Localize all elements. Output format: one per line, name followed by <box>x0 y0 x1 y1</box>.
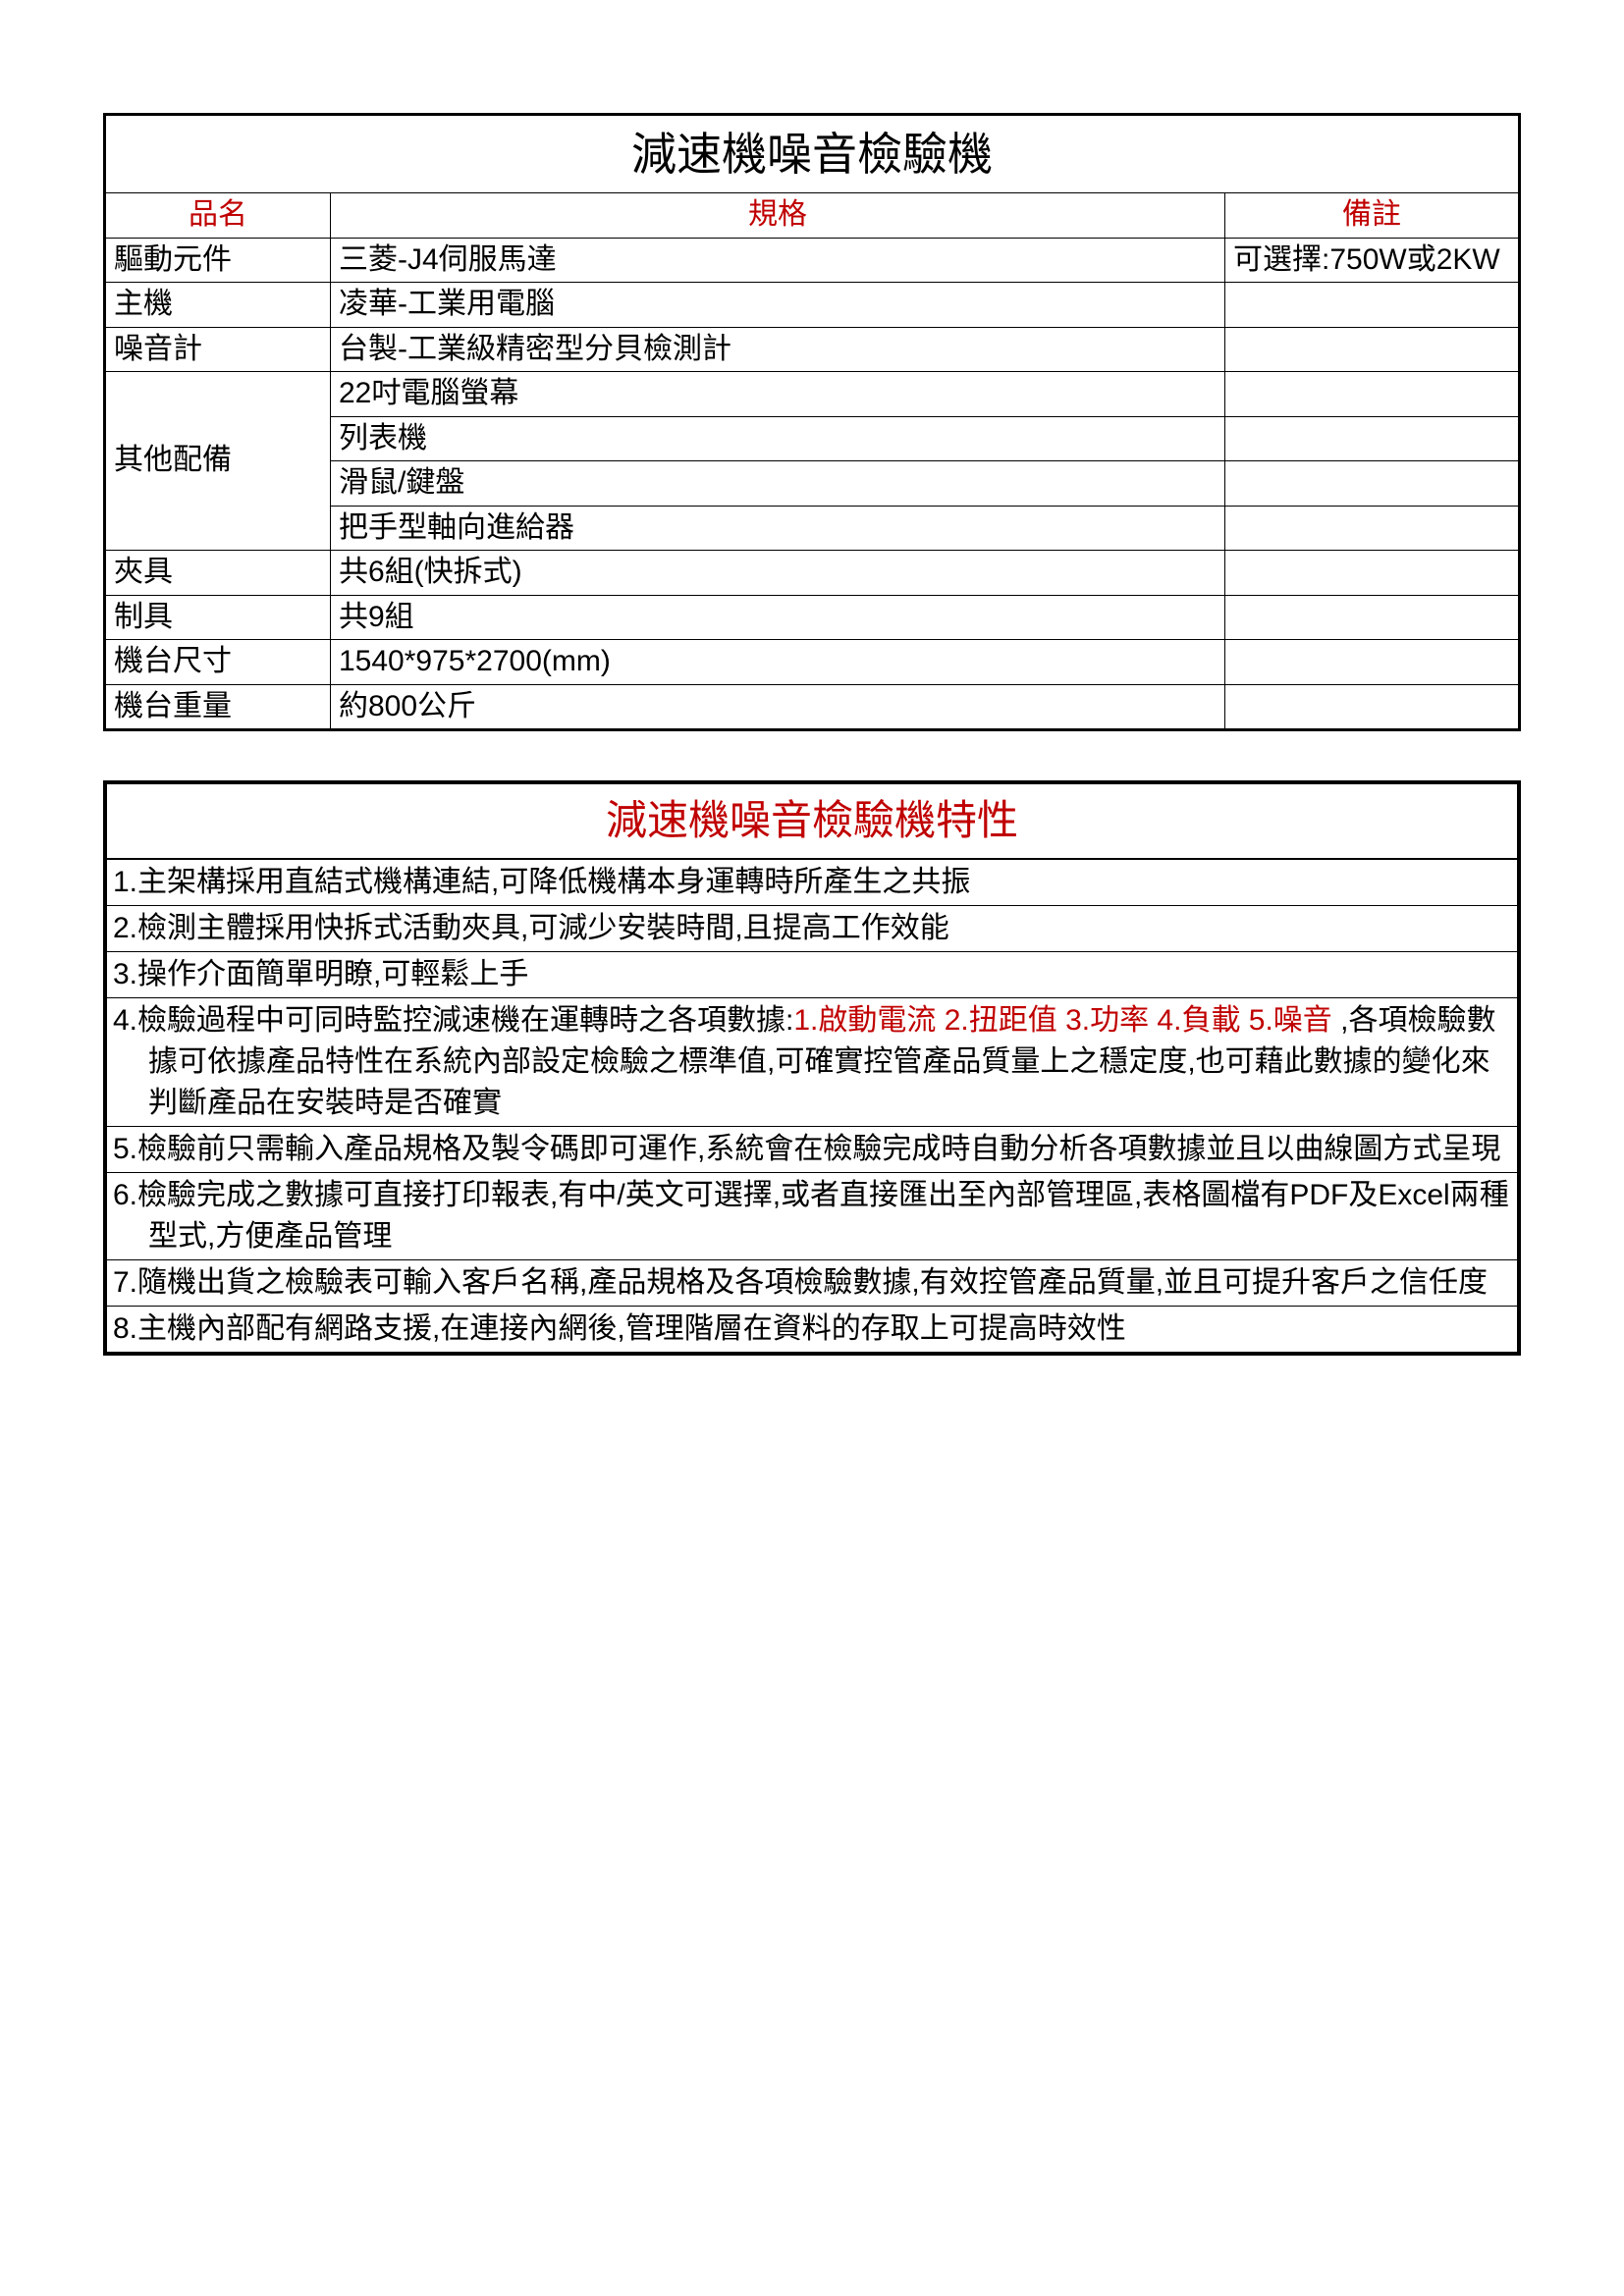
table-row: 其他配備 22吋電腦螢幕 <box>105 372 1520 417</box>
table-row: 夾具 共6組(快拆式) <box>105 551 1520 596</box>
cell-note <box>1225 640 1520 685</box>
cell-note <box>1225 506 1520 551</box>
cell-name: 驅動元件 <box>105 238 331 283</box>
table-row: 制具 共9組 <box>105 595 1520 640</box>
table-row: 機台重量 約800公斤 <box>105 684 1520 730</box>
cell-name: 機台尺寸 <box>105 640 331 685</box>
header-spec: 規格 <box>331 193 1225 239</box>
feature-highlight: 1.啟動電流 2.扭距值 3.功率 4.負載 5.噪音 <box>793 1004 1331 1037</box>
cell-name: 夾具 <box>105 551 331 596</box>
cell-spec: 三菱-J4伺服馬達 <box>331 238 1225 283</box>
features-title: 減速機噪音檢驗機特性 <box>105 782 1519 859</box>
cell-spec: 台製-工業級精密型分貝檢測計 <box>331 327 1225 372</box>
feature-item: 5.檢驗前只需輸入產品規格及製令碼即可運作,系統會在檢驗完成時自動分析各項數據並… <box>105 1126 1519 1172</box>
table-row: 主機 凌華-工業用電腦 <box>105 283 1520 328</box>
feature-item: 6.檢驗完成之數據可直接打印報表,有中/英文可選擇,或者直接匯出至內部管理區,表… <box>105 1172 1519 1259</box>
features-table: 減速機噪音檢驗機特性 1.主架構採用直結式機構連結,可降低機構本身運轉時所產生之… <box>103 780 1521 1356</box>
cell-spec: 共9組 <box>331 595 1225 640</box>
cell-note <box>1225 461 1520 507</box>
cell-name: 其他配備 <box>105 372 331 551</box>
cell-note <box>1225 372 1520 417</box>
cell-spec: 列表機 <box>331 416 1225 461</box>
cell-note <box>1225 283 1520 328</box>
feature-text: 4.檢驗過程中可同時監控減速機在運轉時之各項數據: <box>113 1004 793 1037</box>
feature-item: 1.主架構採用直結式機構連結,可降低機構本身運轉時所產生之共振 <box>105 859 1519 906</box>
cell-spec: 凌華-工業用電腦 <box>331 283 1225 328</box>
spec-table: 減速機噪音檢驗機 品名 規格 備註 驅動元件 三菱-J4伺服馬達 可選擇:750… <box>103 113 1521 731</box>
cell-spec: 把手型軸向進給器 <box>331 506 1225 551</box>
feature-item: 4.檢驗過程中可同時監控減速機在運轉時之各項數據:1.啟動電流 2.扭距值 3.… <box>105 997 1519 1126</box>
table-row: 驅動元件 三菱-J4伺服馬達 可選擇:750W或2KW <box>105 238 1520 283</box>
spec-title: 減速機噪音檢驗機 <box>105 115 1520 193</box>
cell-note <box>1225 327 1520 372</box>
cell-name: 噪音計 <box>105 327 331 372</box>
cell-spec: 約800公斤 <box>331 684 1225 730</box>
cell-note <box>1225 684 1520 730</box>
feature-item: 7.隨機出貨之檢驗表可輸入客戶名稱,產品規格及各項檢驗數據,有效控管產品質量,並… <box>105 1259 1519 1306</box>
cell-spec: 滑鼠/鍵盤 <box>331 461 1225 507</box>
cell-name: 制具 <box>105 595 331 640</box>
feature-item: 8.主機內部配有網路支援,在連接內網後,管理階層在資料的存取上可提高時效性 <box>105 1306 1519 1354</box>
spec-header-row: 品名 規格 備註 <box>105 193 1520 239</box>
cell-note <box>1225 551 1520 596</box>
cell-note <box>1225 595 1520 640</box>
table-row: 機台尺寸 1540*975*2700(mm) <box>105 640 1520 685</box>
cell-spec: 1540*975*2700(mm) <box>331 640 1225 685</box>
cell-spec: 共6組(快拆式) <box>331 551 1225 596</box>
cell-note <box>1225 416 1520 461</box>
table-row: 噪音計 台製-工業級精密型分貝檢測計 <box>105 327 1520 372</box>
cell-note: 可選擇:750W或2KW <box>1225 238 1520 283</box>
feature-item: 2.檢測主體採用快拆式活動夾具,可減少安裝時間,且提高工作效能 <box>105 905 1519 951</box>
header-note: 備註 <box>1225 193 1520 239</box>
cell-name: 主機 <box>105 283 331 328</box>
header-name: 品名 <box>105 193 331 239</box>
feature-item: 3.操作介面簡單明瞭,可輕鬆上手 <box>105 951 1519 997</box>
cell-name: 機台重量 <box>105 684 331 730</box>
cell-spec: 22吋電腦螢幕 <box>331 372 1225 417</box>
